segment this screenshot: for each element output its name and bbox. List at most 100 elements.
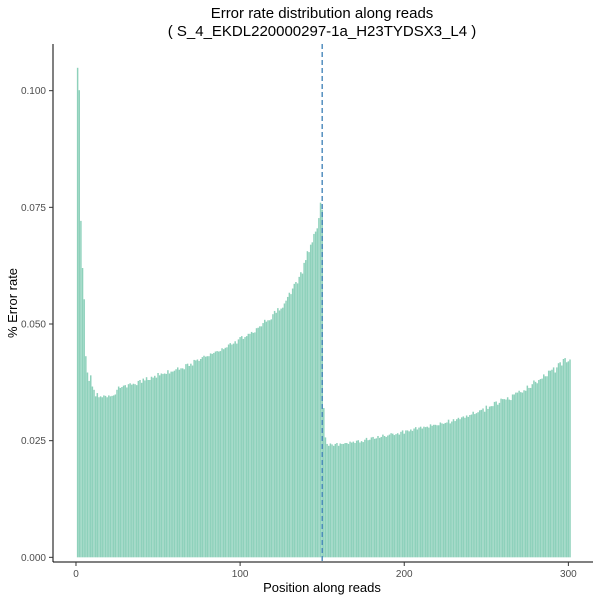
bar: [479, 410, 481, 558]
bar: [175, 369, 177, 558]
bar: [460, 417, 463, 558]
bar: [467, 416, 469, 558]
bar: [108, 395, 110, 558]
bar: [472, 411, 474, 558]
bar: [349, 441, 351, 558]
bar: [135, 385, 138, 558]
bar: [177, 367, 179, 558]
bar: [109, 396, 112, 558]
bar: [236, 343, 238, 558]
bar: [263, 319, 266, 558]
bar: [459, 419, 461, 558]
bar: [357, 440, 360, 558]
bar: [78, 90, 80, 558]
bar: [280, 308, 282, 558]
bar: [470, 414, 473, 558]
bar: [172, 371, 174, 558]
bar: [439, 422, 442, 558]
bar: [190, 363, 192, 558]
bar: [241, 336, 243, 558]
bar: [485, 405, 488, 558]
bar: [346, 443, 348, 558]
bar: [218, 351, 220, 558]
bar: [295, 282, 297, 558]
bar: [270, 319, 273, 558]
bar: [503, 399, 506, 558]
bar: [88, 380, 90, 558]
bar: [362, 442, 364, 558]
bar: [534, 381, 537, 558]
bar: [267, 320, 269, 558]
bar: [137, 380, 140, 558]
bar: [559, 362, 561, 558]
bar: [493, 401, 496, 558]
bar: [93, 389, 95, 558]
chart-title: Error rate distribution along reads: [211, 5, 434, 22]
bar: [528, 387, 530, 558]
bar: [454, 421, 456, 558]
bar: [518, 390, 520, 558]
bar: [380, 436, 383, 558]
bar: [157, 373, 159, 558]
bar: [221, 348, 223, 558]
bar: [324, 437, 327, 558]
bar: [365, 437, 368, 558]
bar: [413, 428, 415, 558]
x-tick-label: 0: [73, 569, 79, 580]
bar: [341, 443, 343, 558]
x-tick-label: 100: [232, 569, 249, 580]
bar: [447, 419, 450, 558]
bar: [487, 408, 489, 558]
bar: [482, 408, 484, 558]
bar: [273, 310, 276, 558]
bar: [554, 372, 556, 558]
bar: [278, 310, 281, 558]
bar: [367, 440, 369, 558]
bar: [300, 272, 302, 558]
bar: [85, 356, 87, 558]
bar: [418, 427, 420, 558]
bar: [178, 369, 181, 558]
bar: [298, 276, 300, 558]
bar: [480, 409, 483, 558]
bar: [344, 443, 346, 558]
bar: [162, 373, 164, 558]
bar: [203, 355, 205, 558]
bar: [428, 427, 430, 558]
bar: [104, 395, 107, 558]
bar: [393, 435, 396, 558]
bar: [515, 392, 517, 558]
bar: [441, 423, 443, 558]
bar: [173, 370, 176, 558]
bar: [446, 422, 448, 558]
bar: [339, 443, 341, 558]
bar: [465, 415, 468, 558]
bar: [252, 332, 254, 558]
y-tick-label: 0.025: [21, 436, 46, 447]
bar: [249, 333, 251, 558]
bar: [140, 382, 143, 558]
bar: [385, 436, 387, 558]
bar: [86, 372, 89, 558]
bar: [158, 375, 161, 558]
bar: [163, 373, 166, 558]
bar: [219, 351, 222, 558]
bar: [193, 359, 195, 558]
bar: [395, 434, 397, 558]
bar: [80, 220, 82, 558]
bar: [180, 368, 182, 558]
bar: [500, 398, 502, 558]
bar: [247, 333, 250, 558]
x-tick-label: 200: [396, 569, 413, 580]
x-tick-label: 300: [560, 569, 577, 580]
bar: [265, 321, 268, 558]
bar: [451, 421, 453, 558]
bar: [117, 386, 120, 558]
bar: [152, 377, 154, 558]
bar: [206, 356, 209, 558]
bar: [390, 433, 392, 558]
y-axis-label: % Error rate: [5, 268, 20, 338]
bar: [373, 438, 376, 558]
bar: [403, 433, 405, 558]
